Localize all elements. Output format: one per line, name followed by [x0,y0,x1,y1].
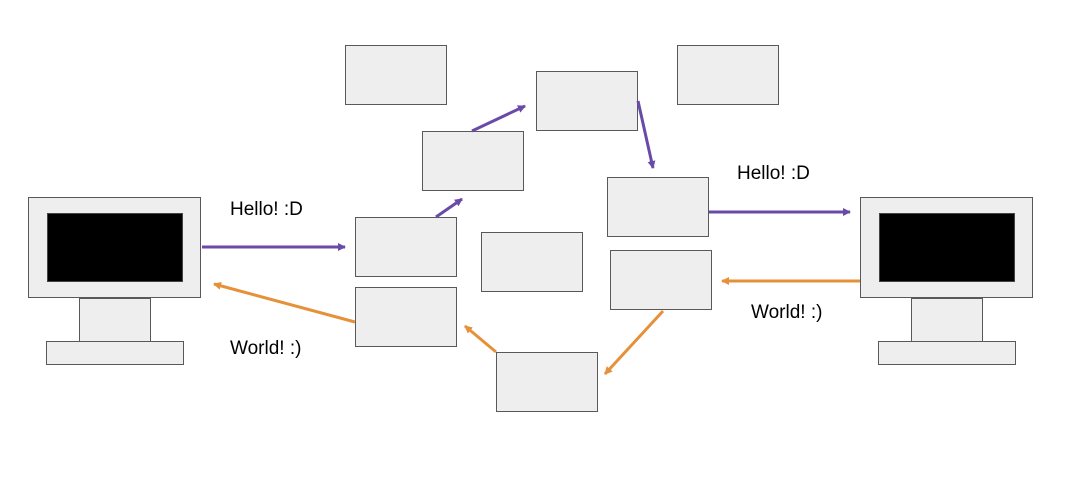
hello-arrow-3 [471,104,526,133]
right-monitor-stand [911,298,983,342]
hello-arrow-4 [636,100,656,169]
right-world-label: World! :) [751,302,823,323]
right-monitor-base [878,341,1016,365]
node-box-hello-top [536,71,638,131]
left-hello-label: Hello! :D [230,199,303,220]
world-arrow-4 [213,281,356,324]
node-box-center [481,232,583,292]
world-arrow-2 [603,309,665,376]
world-arrow-3 [464,324,497,354]
node-box-world-entry [610,250,712,310]
node-box-hello-entry [355,217,457,277]
right-hello-label: Hello! :D [737,163,810,184]
hello-arrow-2 [435,197,463,219]
left-world-label: World! :) [230,338,302,359]
node-box-top-left [345,45,447,105]
node-box-top-right [677,45,779,105]
node-box-hello-upper [422,131,524,191]
node-box-world-exit [355,287,457,347]
node-box-hello-exit [607,177,709,237]
left-monitor-base [46,341,184,365]
left-monitor-screen [47,213,183,282]
right-monitor-screen [879,213,1015,282]
node-box-world-bottom [496,352,598,412]
